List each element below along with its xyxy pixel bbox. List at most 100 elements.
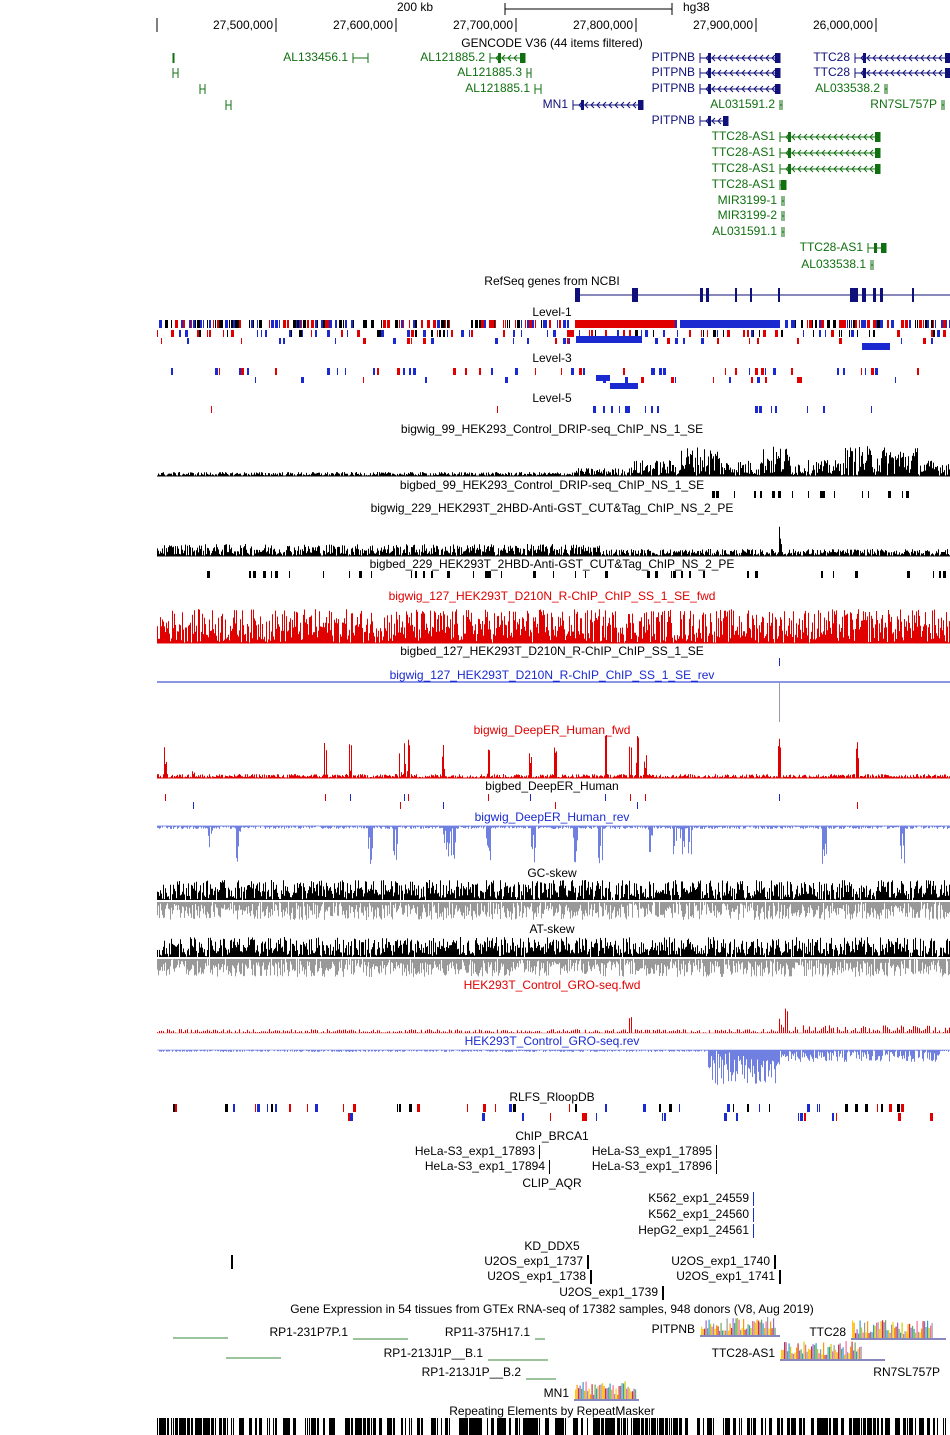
refseq-exon xyxy=(850,288,858,302)
item-label: HeLa-S3_exp1_17894 xyxy=(425,1159,545,1173)
gtex-bar xyxy=(774,1327,776,1335)
item-bar xyxy=(662,1286,664,1300)
gtex-bar xyxy=(618,1386,620,1399)
gtex-bar xyxy=(826,1354,828,1359)
feature-row xyxy=(157,330,946,337)
gtex-bar xyxy=(842,1347,844,1359)
gtex-bar xyxy=(886,1330,888,1338)
gene-exon xyxy=(788,148,791,158)
refseq-exon xyxy=(880,288,883,302)
gtex-bar xyxy=(719,1330,721,1335)
gene-exon xyxy=(708,53,711,63)
gtex-bar xyxy=(862,1332,864,1338)
track-title: Level-1 xyxy=(532,305,572,319)
gtex-bar xyxy=(891,1324,893,1338)
gtex-label: TTC28 xyxy=(809,1325,846,1339)
gtex-bar xyxy=(794,1352,796,1359)
gtex-bar xyxy=(898,1328,900,1338)
gtex-bar xyxy=(734,1323,736,1335)
item-bar xyxy=(753,1192,754,1206)
gtex-bar xyxy=(768,1328,770,1335)
gene-label: PITPNB xyxy=(652,113,695,127)
refseq-exon xyxy=(862,288,866,302)
track-title: bigbed_99_HEK293_Control_DRIP-seq_ChIP_N… xyxy=(400,478,704,492)
gtex-bar xyxy=(895,1326,897,1338)
gtex-bar xyxy=(752,1320,754,1335)
gene-strand xyxy=(705,69,776,77)
gtex-bar xyxy=(617,1394,619,1399)
signal xyxy=(157,880,950,900)
gtex-bar xyxy=(820,1349,822,1359)
gtex-bar xyxy=(815,1343,817,1359)
feature-row xyxy=(233,1104,820,1112)
feature-block xyxy=(610,383,638,389)
item-label: HeLa-S3_exp1_17895 xyxy=(592,1144,712,1158)
gtex-bar xyxy=(785,1342,787,1359)
gene-strand xyxy=(705,85,776,93)
gtex-bar xyxy=(793,1353,795,1359)
gtex-bar xyxy=(857,1348,859,1359)
feature-row xyxy=(350,1113,834,1121)
feature-row xyxy=(175,1104,904,1112)
gene-exon xyxy=(581,100,584,110)
gtex-bar xyxy=(882,1320,884,1338)
item-label: U2OS_exp1_1741 xyxy=(676,1269,775,1283)
feature-mark xyxy=(350,794,351,801)
feature-mark xyxy=(325,794,326,801)
gtex-bar xyxy=(725,1330,727,1335)
gtex-bar xyxy=(600,1384,602,1399)
item-label: HeLa-S3_exp1_17896 xyxy=(592,1159,712,1173)
gtex-bar xyxy=(738,1319,740,1335)
gene-label: AL121885.1 xyxy=(465,81,530,95)
gtex-bar xyxy=(856,1351,858,1359)
gtex-bar xyxy=(811,1346,813,1359)
gtex-bar xyxy=(726,1318,728,1335)
gtex-bar xyxy=(910,1327,912,1338)
gtex-bar xyxy=(599,1384,601,1399)
gtex-bar xyxy=(852,1320,854,1338)
gene-exon xyxy=(863,53,866,63)
gene-label: MIR3199-2 xyxy=(718,208,778,222)
gene-strand xyxy=(785,149,874,157)
gene-exon xyxy=(874,243,877,253)
gtex-bar xyxy=(847,1352,849,1359)
gtex-bar xyxy=(770,1321,772,1335)
gtex-bar xyxy=(593,1394,595,1399)
feature-row xyxy=(175,320,946,328)
refseq-exon xyxy=(873,288,876,302)
gtex-bar xyxy=(907,1324,909,1338)
gtex-bar xyxy=(803,1341,805,1359)
track-title: ChIP_BRCA1 xyxy=(515,1129,589,1143)
gtex-bar xyxy=(713,1323,715,1335)
feature-row xyxy=(211,406,498,413)
gtex-bar xyxy=(705,1320,707,1335)
gtex-bar xyxy=(747,1324,749,1335)
gene-exon xyxy=(498,53,501,63)
gtex-bar xyxy=(835,1349,837,1359)
gtex-bar xyxy=(701,1326,703,1335)
ruler-label: 26,000,000 xyxy=(813,18,873,32)
gtex-bar xyxy=(762,1323,764,1335)
gtex-bar xyxy=(833,1345,835,1359)
gtex-bar xyxy=(771,1328,773,1335)
refseq-exon xyxy=(632,288,638,302)
feature-mark xyxy=(404,794,405,801)
gtex-bar xyxy=(924,1321,926,1338)
feature-mark xyxy=(857,802,858,809)
gene-exon xyxy=(863,68,866,78)
gtex-label: PITPNB xyxy=(652,1322,695,1336)
item-bar xyxy=(753,1208,754,1222)
item-label: U2OS_exp1_1737 xyxy=(484,1254,583,1268)
gtex-bar xyxy=(805,1344,807,1359)
gene-label: PITPNB xyxy=(652,50,695,64)
feature-mark xyxy=(637,802,638,809)
gene-label: MN1 xyxy=(543,97,569,111)
gtex-bar xyxy=(743,1318,745,1335)
gtex-bar xyxy=(744,1329,746,1335)
feature-row xyxy=(187,338,933,344)
gene-label: TTC28-AS1 xyxy=(800,240,864,254)
gene-exon xyxy=(775,53,780,63)
gtex-bar xyxy=(717,1326,719,1335)
gtex-bar xyxy=(844,1354,846,1359)
